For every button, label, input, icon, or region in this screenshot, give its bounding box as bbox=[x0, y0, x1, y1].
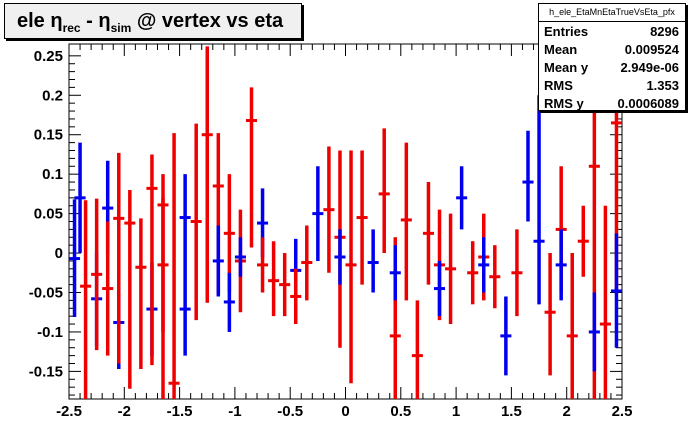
stats-box: h_ele_EtaMnEtaTrueVsEta_pfx Entries 8296 … bbox=[538, 3, 686, 111]
stats-row-mean-y: Mean y 2.949e-06 bbox=[544, 60, 679, 75]
stats-title: h_ele_EtaMnEtaTrueVsEta_pfx bbox=[539, 4, 685, 22]
chart-title: ele ηrec - ηsim @ vertex vs eta bbox=[17, 10, 283, 35]
y-tick-label: 0.1 bbox=[42, 166, 63, 183]
x-tick-label: 1.5 bbox=[501, 403, 522, 420]
title-eta-sim: η bbox=[98, 10, 111, 32]
x-tick-label: 0.5 bbox=[390, 403, 411, 420]
x-tick-label: -1 bbox=[228, 403, 241, 420]
stats-row-rms: RMS 1.353 bbox=[544, 78, 679, 93]
y-tick-label: 0 bbox=[55, 245, 63, 262]
y-tick-label: 0.05 bbox=[34, 206, 63, 223]
x-tick-label: -2.5 bbox=[56, 403, 82, 420]
y-tick-label: 0.25 bbox=[34, 48, 63, 65]
title-prefix: ele bbox=[17, 10, 51, 32]
x-tick-label: 1 bbox=[452, 403, 460, 420]
x-tick-label: 2 bbox=[563, 403, 571, 420]
stats-row-entries: Entries 8296 bbox=[544, 24, 679, 39]
x-tick-label: -2 bbox=[118, 403, 131, 420]
stats-row-rms-y: RMS y 0.0006089 bbox=[544, 96, 679, 111]
y-tick-label: -0.05 bbox=[29, 285, 63, 302]
x-tick-label: -0.5 bbox=[277, 403, 303, 420]
y-tick-label: -0.15 bbox=[29, 363, 63, 380]
title-sub-rec: rec bbox=[62, 21, 81, 35]
y-tick-label: 0.15 bbox=[34, 127, 63, 144]
title-eta-rec: η bbox=[50, 10, 63, 32]
y-tick-label: 0.2 bbox=[42, 87, 63, 104]
chart-title-box: ele ηrec - ηsim @ vertex vs eta bbox=[4, 3, 302, 39]
title-minus: - bbox=[80, 10, 99, 32]
x-tick-label: -1.5 bbox=[167, 403, 193, 420]
title-sub-sim: sim bbox=[110, 21, 132, 35]
stats-row-mean: Mean 0.009524 bbox=[544, 42, 679, 57]
x-tick-label: 0 bbox=[341, 403, 349, 420]
x-tick-label: 2.5 bbox=[612, 403, 633, 420]
y-tick-label: -0.1 bbox=[37, 324, 63, 341]
title-suffix: @ vertex vs eta bbox=[131, 10, 284, 32]
